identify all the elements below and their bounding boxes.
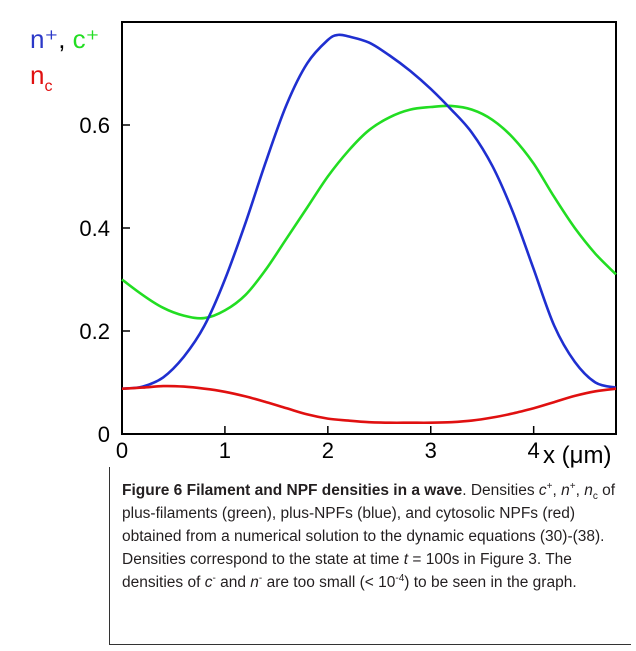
axis-ticks	[121, 124, 535, 435]
tick-labels: 0 1 2 3 4 0 0.2 0.4 0.6	[79, 113, 539, 463]
caption-var: n	[561, 482, 570, 499]
caption-text: ,	[575, 482, 585, 499]
caption-sup: -	[212, 572, 216, 584]
caption-sup: +	[569, 480, 576, 492]
plot-frame	[121, 21, 617, 435]
y-tick-label: 0	[98, 422, 110, 447]
caption-title: Figure 6 Filament and NPF densities in a…	[122, 482, 463, 499]
x-tick-label: 2	[322, 438, 334, 463]
caption-sup: -	[258, 572, 263, 584]
caption-text: . Densities	[462, 482, 539, 499]
caption-text: are too small (< 10	[262, 574, 396, 591]
caption-var: t	[403, 551, 409, 568]
caption-sup: +	[546, 480, 553, 492]
caption-text: of plus-filaments (green), plus-NPFs (bl…	[122, 482, 616, 568]
y-tick-label: 0.2	[79, 319, 110, 344]
series-layer	[121, 33, 617, 425]
legend-entry-nc-sub: c	[44, 78, 52, 95]
caption-text: ) to be seen in the graph.	[404, 574, 577, 591]
caption-sup: -4	[395, 572, 405, 584]
x-tick-label: 0	[116, 438, 128, 463]
y-tick-label: 0.4	[79, 216, 110, 241]
caption-text: = 100s in Figure 3. The densities of	[122, 551, 572, 591]
caption-var: c	[204, 574, 213, 591]
legend-entry-2: c⁺	[73, 24, 100, 54]
caption-var: n	[584, 482, 593, 499]
series-line-blue	[121, 33, 617, 390]
caption-var: c	[538, 482, 547, 499]
legend-line-1: n⁺, c⁺	[30, 24, 99, 54]
series-line-green	[121, 104, 617, 320]
legend-entry-nc: n	[30, 60, 44, 90]
caption-var: n	[250, 574, 259, 591]
line-chart: 0 1 2 3 4 0 0.2 0.4 0.6 n⁺, c⁺ nc x (μm)	[30, 21, 617, 469]
x-tick-label: 3	[425, 438, 437, 463]
x-tick-label: 1	[219, 438, 231, 463]
x-tick-label: 4	[528, 438, 540, 463]
caption-sub: c	[592, 491, 598, 503]
series-line-red	[121, 384, 617, 425]
caption-text: ,	[552, 482, 562, 499]
legend-line-2: nc	[30, 60, 52, 95]
figure-caption: Figure 6 Filament and NPF densities in a…	[109, 467, 631, 645]
legend-entry-1: ,	[58, 24, 72, 54]
x-axis-label: x (μm)	[543, 442, 611, 469]
y-tick-label: 0.6	[79, 113, 110, 138]
caption-text: and	[215, 574, 251, 591]
legend-entry-0: n⁺	[30, 24, 58, 54]
